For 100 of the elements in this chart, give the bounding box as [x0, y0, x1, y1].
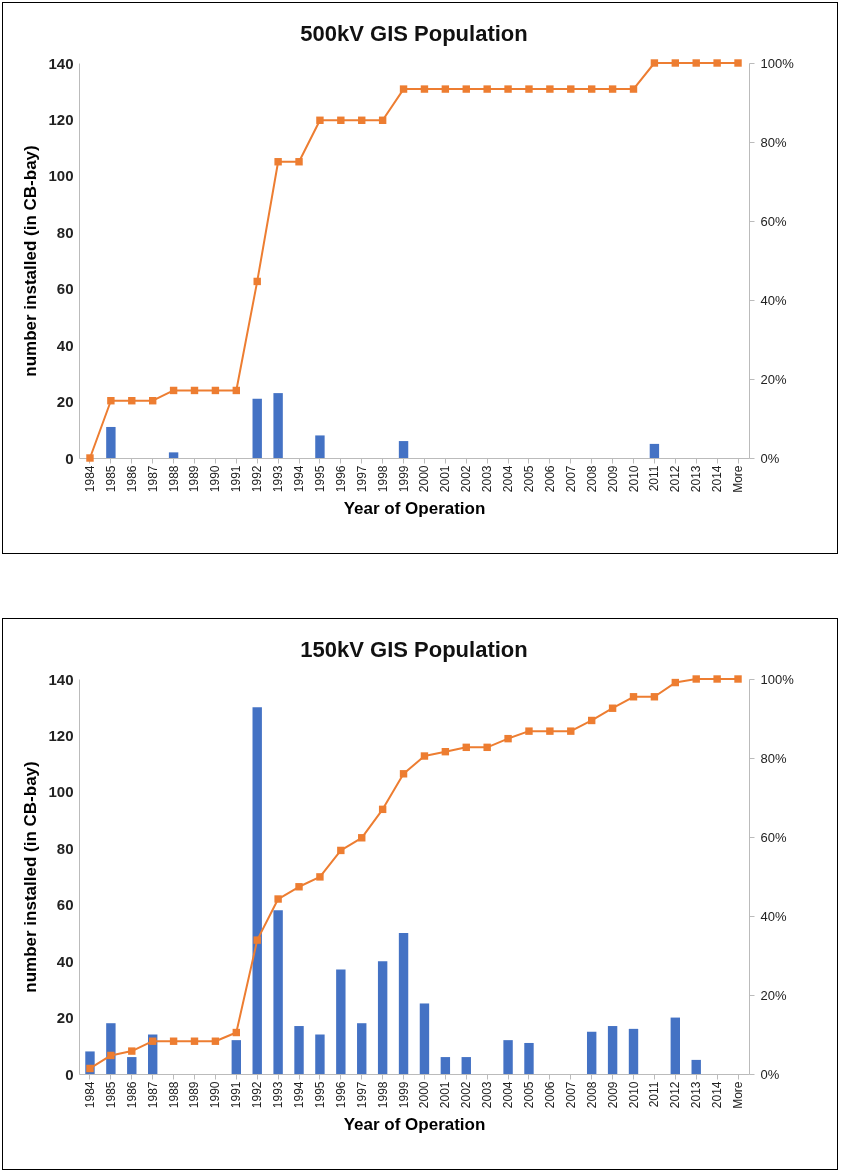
x-tick-label: 2004: [501, 1081, 516, 1109]
bar: [628, 1028, 639, 1074]
y2-tick-label: 80%: [760, 750, 787, 766]
point: [441, 85, 450, 93]
x-tick-label: 1992: [250, 465, 265, 493]
y-tick-label: 100: [48, 783, 74, 801]
y-tick-label: 60: [56, 280, 74, 298]
x-axis-title: Year of Operation: [343, 1114, 486, 1134]
x-tick-label: 1996: [333, 465, 348, 493]
y-tick-label: 140: [48, 670, 74, 688]
x-tick-label: 2012: [668, 1081, 683, 1109]
y2-tick-label: 20%: [760, 987, 787, 1003]
point: [567, 727, 575, 735]
x-tick-label: 2005: [521, 465, 536, 493]
x-tick-label: 2008: [584, 465, 599, 493]
x-tick-label: 2009: [605, 1081, 620, 1109]
x-tick-label: 2002: [459, 465, 474, 493]
x-tick-label: 1989: [187, 1081, 202, 1109]
x-tick-label: 2014: [710, 465, 725, 493]
x-tick-label: 2002: [459, 1081, 474, 1109]
x-tick-label: 1986: [124, 1081, 139, 1109]
x-tick-label: 1999: [396, 465, 411, 493]
x-tick-label: 1986: [124, 465, 139, 493]
bar: [607, 1026, 618, 1074]
y-tick-label: 120: [48, 726, 74, 744]
x-tick-label: 1985: [103, 1081, 118, 1109]
point: [420, 85, 429, 93]
bar: [315, 435, 325, 458]
point: [337, 116, 345, 124]
y-tick-label: 100: [48, 167, 74, 185]
bar: [252, 707, 262, 1074]
x-tick-label: 1999: [396, 1081, 411, 1109]
point: [629, 85, 638, 93]
x-tick-label: 2003: [480, 1081, 495, 1109]
point: [337, 846, 345, 855]
x-tick-label: 1991: [229, 1081, 244, 1109]
point: [525, 727, 533, 735]
y2-tick-label: 0%: [760, 1066, 780, 1082]
point: [399, 770, 408, 778]
x-tick-label: 1987: [145, 1081, 160, 1109]
x-tick-label: 2006: [542, 465, 557, 493]
bar: [252, 398, 262, 458]
x-tick-label: 2006: [542, 1081, 557, 1109]
bar: [691, 1059, 701, 1074]
y-tick-label: 140: [48, 54, 74, 72]
x-tick-label: 1984: [82, 465, 97, 493]
x-tick-label: 1991: [229, 465, 244, 493]
y2-tick-label: 20%: [760, 371, 787, 387]
x-tick-label: 1995: [312, 465, 327, 493]
bar: [336, 969, 346, 1074]
x-tick-label: 1985: [103, 465, 118, 493]
point: [734, 59, 742, 67]
bar: [398, 441, 409, 458]
bar: [294, 1026, 304, 1074]
point: [107, 397, 115, 405]
bar: [315, 1034, 325, 1074]
x-tick-label: 1994: [292, 465, 307, 493]
y-tick-label: 0: [65, 449, 74, 467]
bar: [168, 452, 179, 458]
point: [671, 59, 680, 67]
bar: [398, 932, 409, 1074]
point: [692, 675, 700, 683]
bar: [357, 1023, 367, 1074]
x-tick-label: 1996: [333, 1081, 348, 1109]
point: [86, 454, 94, 462]
y2-tick-label: 60%: [760, 213, 787, 229]
x-tick-label: 2012: [668, 465, 683, 493]
bar: [273, 910, 283, 1074]
x-tick-label: 2013: [689, 1081, 704, 1109]
bar: [419, 1003, 430, 1074]
x-tick-label: 1998: [375, 1081, 390, 1109]
x-tick-label: 1997: [354, 465, 369, 493]
bar: [586, 1031, 597, 1074]
x-tick-label: 2001: [438, 1081, 453, 1109]
point: [483, 85, 491, 93]
y2-tick-label: 80%: [760, 134, 787, 150]
point: [650, 59, 659, 67]
y-axis-title: number installed (in CB-bay): [21, 145, 41, 377]
chart-title: 500kV GIS Population: [300, 21, 528, 46]
point: [525, 85, 533, 93]
point: [274, 158, 282, 166]
x-tick-label: 1987: [145, 465, 160, 493]
y2-tick-label: 40%: [760, 292, 787, 308]
bar: [461, 1057, 471, 1074]
x-tick-label: 1992: [250, 1081, 265, 1109]
x-tick-label: 2004: [501, 465, 516, 493]
x-tick-label: 2000: [417, 1081, 432, 1109]
x-tick-label: 2008: [584, 1081, 599, 1109]
x-tick-label: 1988: [166, 465, 181, 493]
bar: [524, 1042, 534, 1074]
point: [86, 1064, 94, 1073]
bar: [273, 393, 283, 458]
point: [316, 116, 324, 124]
x-tick-label: 1997: [354, 1081, 369, 1109]
x-tick-label: 2009: [605, 465, 620, 493]
point: [420, 752, 429, 760]
point: [462, 85, 470, 93]
y-tick-label: 0: [65, 1065, 74, 1083]
bar: [670, 1017, 681, 1074]
x-tick-label: 2003: [480, 465, 495, 493]
